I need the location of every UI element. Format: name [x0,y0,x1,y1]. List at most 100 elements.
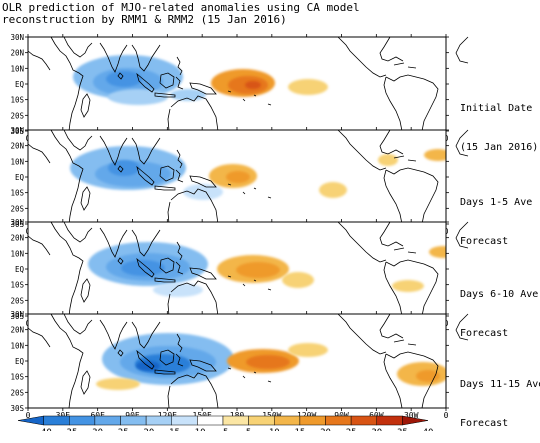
map-figure: 30N20N10NEQ10S20S30S030E60E90E120E150E18… [10,33,469,431]
lat-label: 10N [10,157,24,166]
panel-4-label-line2: Forecast [460,418,509,429]
anomaly-contour [170,89,206,101]
lat-label: 20N [10,142,24,151]
colorbar-segment [43,415,70,426]
lat-label: 20S [10,111,24,120]
lat-label: 10S [10,373,24,382]
lat-label: EQ [15,80,25,89]
colorbar-segment [69,415,96,426]
colorbar-tick-label: 15 [294,428,305,431]
colorbar-tick-label: -35 [61,428,77,431]
lat-label: 30N [10,310,24,319]
anomaly-contour [378,154,398,166]
anomaly-contour [108,160,140,176]
lat-label: 20S [10,204,24,213]
lat-label: 10N [10,249,24,258]
map-panel-3: 30N20N10NEQ10S20S30S030E60E90E120E150E18… [10,218,469,328]
colorbar-tick-label: -20 [138,428,154,431]
lon-label: 0 [444,411,449,420]
lat-label: 30S [10,404,24,413]
colorbar: -40 -35 -30 -25 -20 -15 -10 -5 5 10 15 20 25 30 35 40 [17,415,434,431]
panel-3-label: Days 6-10 Ave Forecast [460,262,538,353]
lat-label: 10N [10,64,24,73]
colorbar-tick-label: 35 [397,428,408,431]
lat-label: 20S [10,296,24,305]
lon-label: 30W [404,411,419,420]
anomaly-contour [236,262,280,278]
map-panel-1: 30N20N10NEQ10S20S30S030E60E90E120E150E18… [10,33,469,143]
lon-label: 120W [297,411,316,420]
lat-label: 20N [10,326,24,335]
lat-label: 20N [10,49,24,58]
lon-label: 90W [334,411,349,420]
panel-1-label-line2: (15 Jan 2016) [460,142,539,153]
colorbar-segment [197,415,224,426]
colorbar-tick-label: -15 [164,428,180,431]
panel-2-label-line2: Forecast [460,236,509,247]
lon-label: 60E [90,411,105,420]
anomaly-field [88,242,446,297]
anomaly-contour [121,260,165,276]
lon-label: 30E [56,411,71,420]
title-line-2: reconstruction by RMM1 & RMM2 (15 Jan 20… [2,13,287,26]
anomaly-contour [96,378,140,390]
panel-3-label-line1: Days 6-10 Ave [460,289,539,300]
lon-label: 180 [230,411,245,420]
colorbar-segment [299,415,326,426]
colorbar-segment [376,415,403,426]
colorbar-right-arrow [402,415,429,426]
lat-label: 30S [10,220,24,229]
colorbar-tick-label: 40 [423,428,434,431]
lat-label: EQ [15,173,25,182]
panel-4-label-line1: Days 11-15 Ave [460,379,540,390]
anomaly-contour [246,355,290,369]
anomaly-contour [183,184,223,200]
anomaly-contour [226,171,250,183]
anomaly-contour [245,81,261,89]
lat-label: 30S [10,312,24,321]
anomaly-contour [153,283,203,297]
colorbar-segment [222,415,249,426]
colorbar-segment [274,415,301,426]
colorbar-tick-label: 25 [346,428,357,431]
colorbar-tick-label: -25 [112,428,128,431]
colorbar-segment [145,415,172,426]
colorbar-tick-label: -10 [189,428,205,431]
anomaly-contour [106,71,142,87]
anomaly-field [96,333,446,390]
colorbar-tick-label: 5 [246,428,251,431]
lat-label: 30N [10,218,24,227]
map-panel-2: 30N20N10NEQ10S20S30S030E60E90E120E150E18… [10,126,469,236]
lat-label: 20N [10,234,24,243]
colorbar-tick-label: 10 [269,428,280,431]
colorbar-segment [120,415,147,426]
colorbar-tick-label: 30 [371,428,382,431]
anomaly-contour [282,272,314,288]
panel-1-label: Initial Date (15 Jan 2016) [460,76,538,167]
colorbar-tick-label: -30 [87,428,103,431]
lat-label: 30N [10,126,24,135]
lat-label: EQ [15,357,25,366]
lon-label: 150W [262,411,281,420]
anomaly-contour [416,370,440,382]
lat-label: 10S [10,189,24,198]
anomaly-contour [108,89,168,105]
anomaly-contour [288,79,328,95]
colorbar-segment [94,415,121,426]
panel-3-label-line2: Forecast [460,328,509,339]
colorbar-tick-label: 20 [320,428,331,431]
anomaly-contour [288,343,328,357]
panel-2-label: Days 1-5 Ave Forecast [460,170,532,261]
lon-label: 120E [158,411,177,420]
colorbar-segment [248,415,275,426]
lat-label: 30N [10,33,24,42]
lat-label: EQ [15,265,25,274]
colorbar-segment [171,415,198,426]
colorbar-segment [325,415,352,426]
lon-label: 60W [369,411,384,420]
panel-1-label-line1: Initial Date [460,103,533,114]
anomaly-contour [319,182,347,198]
colorbar-tick-label: -5 [218,428,229,431]
colorbar-left-arrow [17,415,44,426]
lat-label: 20S [10,388,24,397]
